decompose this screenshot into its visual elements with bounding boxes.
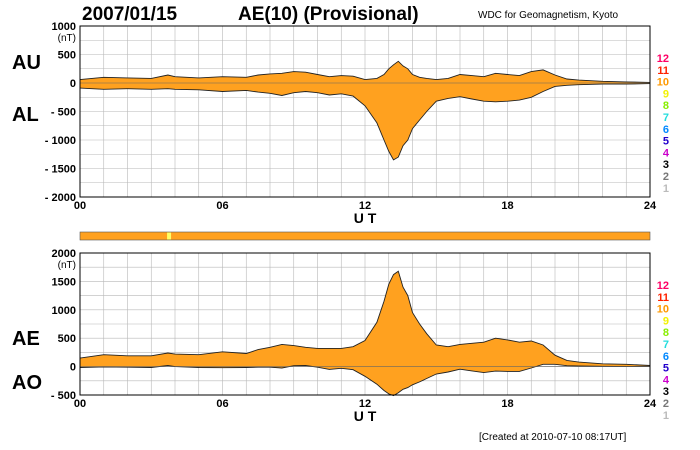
source-label: WDC for Geomagnetism, Kyoto <box>478 10 619 21</box>
ae-ao-station-count-10: 10 <box>657 304 669 316</box>
created-timestamp: [Created at 2010-07-10 08:17UT] <box>479 432 627 443</box>
ae-ao-series-ao <box>79 363 650 397</box>
series-label-ae: AE <box>12 328 40 350</box>
ae-ao-x-tick-label: 24 <box>644 398 657 410</box>
au-al-station-count-6: 6 <box>663 124 669 136</box>
ae-ao-station-count-8: 8 <box>663 327 669 339</box>
ae-ao-y-tick-label: 2000 <box>52 248 76 260</box>
ae-ao-x-tick-label: 12 <box>359 398 371 410</box>
au-al-y-tick-label: - 500 <box>51 107 76 119</box>
ae-ao-y-tick-label: 0 <box>70 362 76 374</box>
ae-ao-station-count-5: 5 <box>663 363 669 375</box>
au-al-station-count-5: 5 <box>663 136 669 148</box>
ae-ao-y-tick-label: 500 <box>58 333 76 345</box>
ae-ao-station-count-9: 9 <box>663 315 669 327</box>
ae-ao-plot-frame <box>79 252 651 396</box>
series-label-ao: AO <box>12 372 42 394</box>
ae-ao-station-count-12: 12 <box>657 280 669 292</box>
au-al-y-tick-label: - 2000 <box>45 192 76 204</box>
au-al-x-tick-label: 06 <box>216 200 228 212</box>
au-al-y-tick-label: 1000 <box>52 21 76 33</box>
au-al-station-count-4: 4 <box>663 147 670 159</box>
ae-ao-unit-label: (nT) <box>58 260 76 271</box>
au-al-station-count-12: 12 <box>657 53 669 65</box>
series-label-au: AU <box>12 52 41 74</box>
au-al-station-count-9: 9 <box>663 88 669 100</box>
ae-ao-x-tick-label: 00 <box>74 398 86 410</box>
ae-ao-x-axis-label: U T <box>354 408 377 424</box>
au-al-series-al <box>79 83 651 161</box>
au-al-y-tick-label: - 1000 <box>45 135 76 147</box>
au-al-x-tick-label: 24 <box>644 200 657 212</box>
data-availability-strip <box>79 231 651 241</box>
au-al-station-count-8: 8 <box>663 100 669 112</box>
ae-ao-x-tick-label: 18 <box>501 398 513 410</box>
ae-ao-station-count-7: 7 <box>663 339 669 351</box>
au-al-x-tick-label: 18 <box>501 200 513 212</box>
au-al-x-tick-label: 00 <box>74 200 86 212</box>
au-al-station-count-3: 3 <box>663 159 669 171</box>
chart-title: AE(10) (Provisional) <box>238 4 419 25</box>
ae-ao-y-tick-label: 1500 <box>52 276 76 288</box>
au-al-station-count-2: 2 <box>663 171 669 183</box>
au-al-x-tick-label: 12 <box>359 200 371 212</box>
ae-ao-station-count-11: 11 <box>657 292 669 304</box>
ae-ao-station-count-2: 2 <box>663 398 669 410</box>
ae-ao-envelope-fill <box>80 271 650 396</box>
ae-ao-y-tick-label: 1000 <box>52 305 76 317</box>
ae-ao-station-count-4: 4 <box>663 374 670 386</box>
au-al-y-tick-label: - 1500 <box>45 164 76 176</box>
availability-marker <box>167 232 172 240</box>
series-label-al: AL <box>12 104 39 126</box>
au-al-series-au <box>79 60 651 83</box>
ae-ao-station-count-1: 1 <box>663 410 669 422</box>
au-al-station-count-11: 11 <box>657 65 669 77</box>
au-al-y-tick-label: 500 <box>58 50 76 62</box>
ae-ao-station-count-3: 3 <box>663 386 669 398</box>
date-label: 2007/01/15 <box>82 4 178 25</box>
ae-ao-x-tick-label: 06 <box>216 398 228 410</box>
ae-ao-series-ae <box>79 270 651 366</box>
au-al-station-count-1: 1 <box>663 183 669 195</box>
ae-ao-y-tick-label: - 500 <box>51 390 76 402</box>
au-al-station-count-7: 7 <box>663 112 669 124</box>
au-al-unit-label: (nT) <box>58 33 76 44</box>
au-al-x-axis-label: U T <box>354 210 377 226</box>
au-al-plot-frame <box>79 25 651 198</box>
au-al-envelope-fill <box>80 61 650 160</box>
au-al-station-count-10: 10 <box>657 77 669 89</box>
au-al-y-tick-label: 0 <box>70 78 76 90</box>
ae-ao-station-count-6: 6 <box>663 351 669 363</box>
